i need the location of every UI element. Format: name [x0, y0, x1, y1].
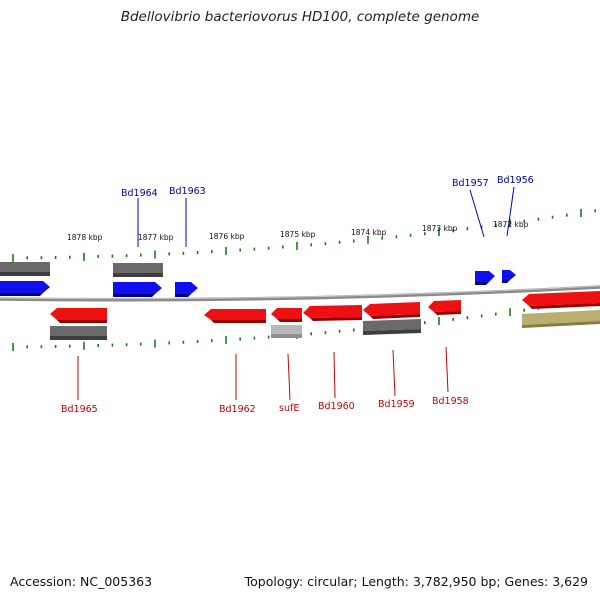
genome-backbone-highlight	[0, 285, 600, 300]
scale-label-1878: 1878 kbp	[67, 233, 103, 242]
gene-label-bd1963[interactable]: Bd1963	[169, 186, 206, 197]
genome-title: Bdellovibrio bacteriovorus HD100, comple…	[120, 9, 480, 25]
gray-feature[interactable]	[50, 326, 107, 340]
gene-label-sufe[interactable]: sufE	[279, 403, 299, 414]
gene-arrow-sufe[interactable]	[271, 308, 302, 322]
gene-label-bd1958[interactable]: Bd1958	[432, 396, 469, 407]
light-gray-feature[interactable]	[271, 325, 302, 338]
tan-feature[interactable]	[522, 310, 600, 328]
gene-arrow-bd1957[interactable]	[475, 271, 495, 285]
gene-arrow-bd1956[interactable]	[502, 270, 516, 283]
scale-ticks-bottom	[12, 298, 597, 351]
leader-line-sufe	[287, 353, 291, 401]
gene-arrow-bd1960[interactable]	[303, 305, 362, 321]
gene-label-bd1959[interactable]: Bd1959	[378, 399, 415, 410]
gray-feature[interactable]	[363, 319, 421, 335]
scale-label-1876: 1876 kbp	[209, 232, 245, 241]
scale-label-1873: 1873 kbp	[422, 224, 458, 233]
genome-backbone	[0, 285, 600, 302]
leader-line-bd1957	[469, 189, 485, 238]
leader-line-bd1958	[445, 346, 449, 393]
gene-arrow-bd1958[interactable]	[428, 300, 461, 315]
gene-arrow-bd1962[interactable]	[204, 309, 266, 323]
scale-label-1877: 1877 kbp	[138, 233, 174, 242]
scale-label-1872: 1872 kbp	[493, 220, 529, 229]
gene-label-bd1962[interactable]: Bd1962	[219, 404, 256, 415]
leader-line-bd1960	[333, 351, 336, 399]
gene-arrow-bd1959[interactable]	[363, 302, 420, 319]
gene-label-bd1960[interactable]: Bd1960	[318, 401, 355, 412]
scale-label-1875: 1875 kbp	[280, 230, 316, 239]
scale-ticks-top	[12, 209, 597, 262]
genome-summary-text: Topology: circular; Length: 3,782,950 bp…	[244, 574, 588, 589]
gray-feature[interactable]	[113, 263, 163, 277]
gene-arrow-bd1963[interactable]	[175, 282, 198, 297]
scale-label-1874: 1874 kbp	[351, 228, 387, 237]
leader-line-bd1956	[506, 186, 515, 237]
gene-arrow-forward[interactable]	[0, 281, 50, 296]
gene-label-bd1956[interactable]: Bd1956	[497, 175, 534, 186]
gene-label-bd1965[interactable]: Bd1965	[61, 404, 98, 415]
accession-text: Accession: NC_005363	[10, 574, 153, 589]
leader-line-bd1959	[392, 349, 396, 397]
gene-arrow-reverse[interactable]	[522, 291, 600, 309]
gene-arrow-bd1965[interactable]	[50, 308, 107, 323]
gene-label-bd1964[interactable]: Bd1964	[121, 188, 158, 199]
gene-arrow-bd1964[interactable]	[113, 282, 162, 297]
gene-label-bd1957[interactable]: Bd1957	[452, 178, 489, 189]
gray-feature[interactable]	[0, 262, 50, 276]
